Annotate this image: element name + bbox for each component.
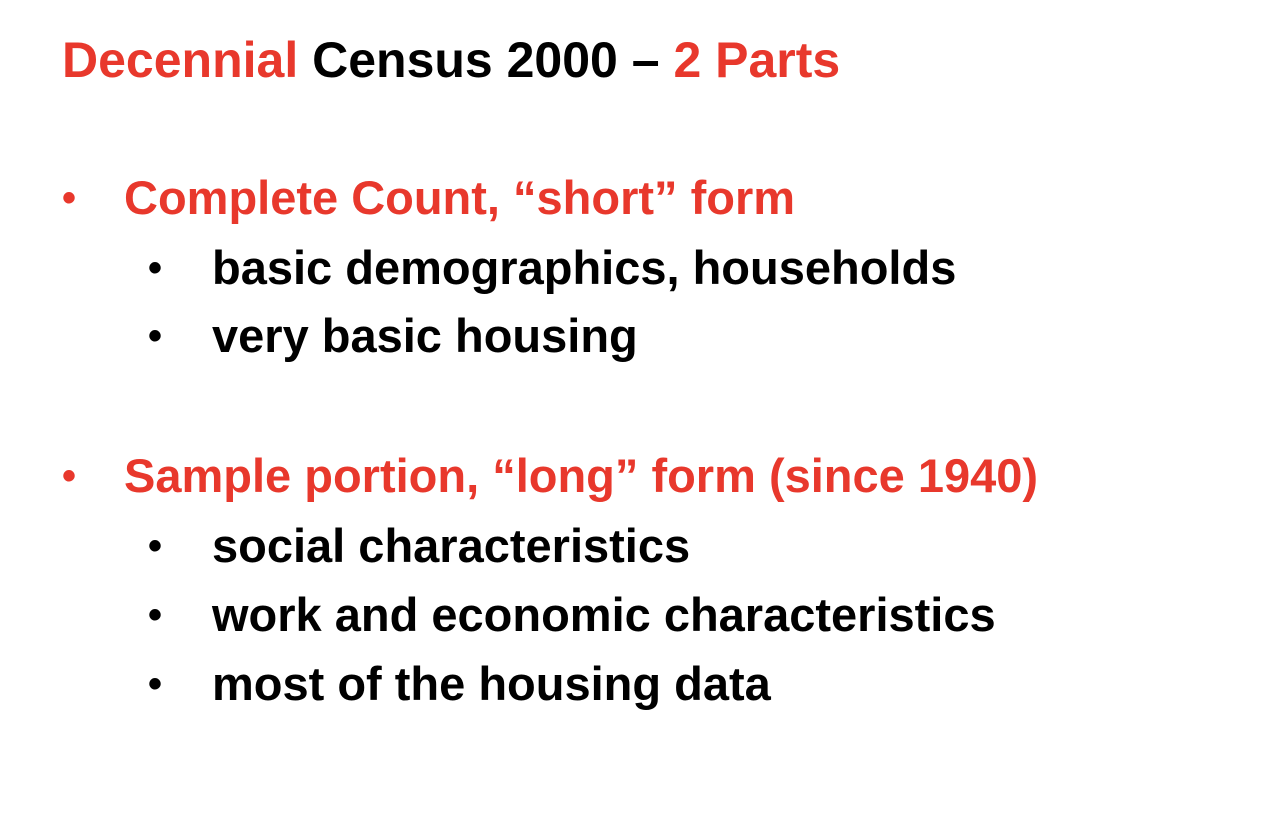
list-item-text: work and economic characteristics	[212, 588, 996, 641]
title-census-2000: Census 2000 –	[298, 32, 674, 88]
bullet-icon: •	[148, 246, 163, 290]
bullet-icon: •	[148, 524, 163, 568]
title-decennial: Decennial	[62, 32, 299, 88]
bullet-icon: •	[148, 662, 163, 706]
bullet-icon: •	[148, 593, 163, 637]
list-item-text: social characteristics	[212, 519, 691, 572]
section-heading-text: Complete Count, “short” form	[124, 171, 796, 224]
bullet-icon: •	[62, 176, 77, 220]
list-item-text: very basic housing	[212, 309, 638, 362]
section-heading-text: Sample portion, “long” form (since 1940)	[124, 449, 1039, 502]
slide-title: Decennial Census 2000 – 2 Parts	[62, 28, 840, 92]
bullet-icon: •	[148, 314, 163, 358]
title-2-parts: 2 Parts	[673, 32, 841, 88]
bullet-icon: •	[62, 454, 77, 498]
list-item-text: most of the housing data	[212, 657, 771, 710]
list-item-text: basic demographics, households	[212, 241, 957, 294]
